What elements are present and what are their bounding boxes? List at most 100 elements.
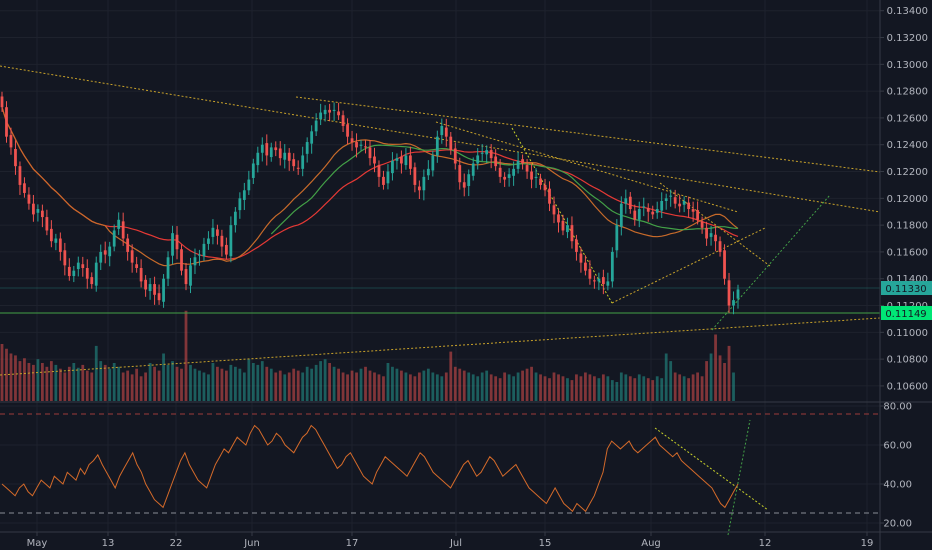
- volume-bar: [485, 370, 489, 401]
- candle-body: [673, 197, 677, 204]
- volume-bar: [503, 372, 507, 401]
- candle-body: [135, 264, 139, 268]
- candle-body: [642, 206, 646, 208]
- trendline-green-breakout[interactable]: [711, 194, 831, 331]
- candle-body: [328, 109, 332, 113]
- trendline-wedge-down[interactable]: [659, 182, 771, 267]
- trendline-support[interactable]: [0, 317, 881, 376]
- price-axis[interactable]: 0.13400 0.13200 0.13000 0.12800 0.12600 0.124…: [880, 6, 928, 392]
- ma-green-line: [270, 144, 739, 235]
- candle-body: [337, 111, 340, 116]
- volume-bar: [67, 366, 71, 401]
- candle-body: [682, 201, 686, 205]
- candle-body: [171, 233, 174, 256]
- candle-body: [211, 227, 215, 237]
- volume-bar: [489, 374, 493, 401]
- candle-body: [727, 280, 731, 306]
- volume-bar: [588, 374, 592, 401]
- volume-bar: [426, 368, 430, 401]
- volume-bar: [655, 376, 659, 401]
- volume-bar: [14, 355, 17, 401]
- volume-bar: [157, 370, 161, 401]
- volume-bar: [507, 374, 511, 401]
- candle-body: [296, 167, 300, 169]
- rsi-axis[interactable]: 80.00 60.00 40.00 20.00: [880, 402, 912, 530]
- candle-body: [81, 264, 85, 268]
- trendline-long-upper[interactable]: [0, 65, 881, 213]
- volume-bar: [148, 363, 152, 401]
- time-tick-label: 13: [102, 538, 115, 549]
- candle-body: [162, 278, 165, 302]
- candle-body: [543, 184, 547, 191]
- trendline-wedge-up[interactable]: [611, 227, 766, 304]
- candle-body: [319, 112, 323, 119]
- volume-bar: [660, 378, 664, 401]
- rsi-trendline-up[interactable]: [727, 419, 751, 536]
- candle-body: [453, 148, 457, 164]
- volume-bar: [112, 363, 116, 401]
- candle-body: [584, 262, 587, 271]
- volume-bar: [256, 364, 260, 401]
- candle-body: [691, 209, 695, 212]
- candle-body: [184, 269, 188, 285]
- candle-body: [709, 233, 713, 237]
- volume-bar: [377, 374, 381, 401]
- volume-bar: [45, 366, 49, 401]
- volume-bar: [561, 376, 565, 401]
- volume-bar: [32, 364, 35, 401]
- candle-body: [189, 265, 192, 286]
- candle-body: [579, 253, 583, 263]
- volume-bar: [130, 374, 134, 401]
- volume-bar: [615, 382, 619, 401]
- candle-body: [346, 124, 349, 137]
- candle-body: [32, 203, 35, 215]
- volume-bar: [534, 372, 538, 401]
- candle-body: [229, 225, 233, 257]
- volume-bar: [444, 372, 448, 401]
- price-tick-label: 0.12800: [887, 87, 928, 98]
- candle-body: [278, 148, 282, 159]
- volume-bar: [171, 361, 174, 401]
- volume-bar: [382, 376, 385, 401]
- volume-bar: [512, 376, 516, 401]
- candle-body: [242, 190, 246, 200]
- volume-bars: [0, 310, 735, 401]
- price-tick-label: 0.11400: [887, 274, 928, 285]
- volume-bar: [220, 368, 224, 401]
- rsi-trendline-down[interactable]: [654, 427, 769, 511]
- candle-body: [63, 250, 67, 266]
- candle-body: [310, 131, 314, 144]
- price-tick-label: 0.13400: [887, 6, 928, 17]
- candle-body: [417, 186, 421, 191]
- candle-body: [687, 202, 691, 210]
- candle-body: [435, 136, 439, 156]
- candle-body: [364, 146, 367, 148]
- volume-bar: [278, 370, 282, 401]
- candle-body: [99, 251, 103, 263]
- candle-body: [485, 150, 489, 155]
- candle-body: [117, 219, 121, 229]
- candle-body: [637, 209, 641, 220]
- volume-bar: [283, 374, 287, 401]
- volume-bar: [36, 359, 40, 401]
- candle-body: [90, 277, 94, 285]
- trendline-drop[interactable]: [511, 127, 613, 304]
- time-axis[interactable]: May 13 22 Jun 17 Jul 15 Aug 12 19: [27, 532, 874, 549]
- candle-body: [552, 205, 556, 215]
- candle-body: [224, 244, 228, 255]
- candle-body: [341, 115, 345, 126]
- candle-body: [108, 246, 112, 257]
- volume-bar: [597, 378, 601, 401]
- volume-bar: [628, 376, 632, 401]
- candle-body: [220, 235, 224, 247]
- candle-body: [382, 176, 385, 185]
- volume-bar: [23, 358, 26, 401]
- volume-bar: [180, 368, 183, 401]
- volume-bar: [265, 366, 269, 401]
- volume-bar: [211, 363, 215, 401]
- candle-body: [566, 225, 569, 233]
- trendline-mid-down[interactable]: [435, 121, 739, 213]
- candle-body: [9, 135, 13, 148]
- volume-bar: [709, 353, 713, 401]
